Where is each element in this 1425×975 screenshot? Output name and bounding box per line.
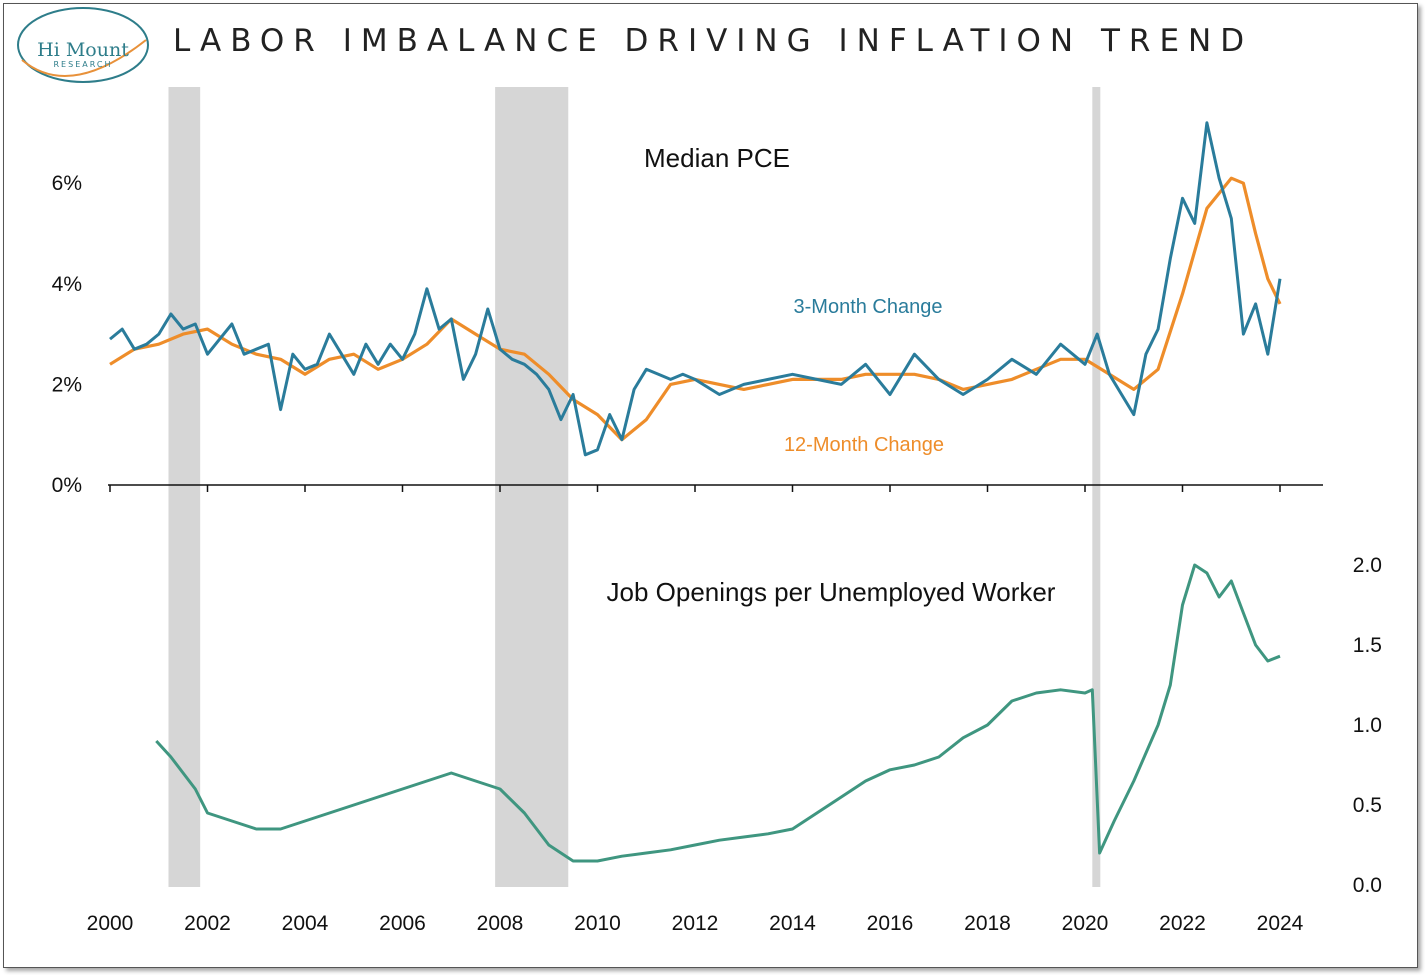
x-tick-label: 2006 bbox=[379, 912, 426, 935]
label-3-month-change: 3-Month Change bbox=[794, 296, 943, 318]
x-tick-label: 2000 bbox=[87, 912, 134, 935]
bottom-y-tick-label: 0.5 bbox=[1353, 794, 1382, 817]
x-tick-label: 2002 bbox=[184, 912, 231, 935]
recession-band-2 bbox=[1092, 87, 1101, 887]
job-openings-title: Job Openings per Unemployed Worker bbox=[607, 577, 1056, 607]
median-pce-panel: 0% 2% 4% 6% Median PCE 3-Month Change 12-Mo… bbox=[52, 121, 1323, 497]
recession-band-1 bbox=[495, 87, 569, 887]
median-pce-title: Median PCE bbox=[644, 143, 790, 173]
x-tick-label: 2010 bbox=[574, 912, 621, 935]
x-tick-label: 2024 bbox=[1257, 912, 1304, 935]
x-tick-label: 2012 bbox=[672, 912, 719, 935]
label-12-month-change: 12-Month Change bbox=[784, 434, 944, 456]
x-tick-label: 2020 bbox=[1062, 912, 1109, 935]
series-12-month-line bbox=[109, 176, 1282, 442]
top-x-ticks bbox=[109, 485, 1281, 492]
series-job-openings-line bbox=[155, 563, 1281, 863]
x-tick-label: 2018 bbox=[964, 912, 1011, 935]
logo-ring bbox=[17, 7, 149, 83]
x-tick-label: 2004 bbox=[282, 912, 329, 935]
top-y-tick-label: 4% bbox=[52, 273, 82, 296]
bottom-y-tick-label: 1.0 bbox=[1353, 714, 1382, 737]
logo-name: Hi Mount bbox=[37, 39, 129, 61]
bottom-y-tick-label: 0.0 bbox=[1353, 874, 1382, 897]
x-tick-label: 2008 bbox=[477, 912, 524, 935]
bottom-y-tick-label: 2.0 bbox=[1353, 554, 1382, 577]
top-y-tick-label: 0% bbox=[52, 474, 82, 497]
bottom-y-tick-label: 1.5 bbox=[1353, 634, 1382, 657]
logo-subtitle: RESEARCH bbox=[54, 60, 113, 69]
top-y-tick-label: 6% bbox=[52, 172, 82, 195]
x-tick-label: 2016 bbox=[867, 912, 914, 935]
top-y-tick-labels: 0% 2% 4% 6% bbox=[52, 172, 82, 497]
bottom-y-tick-labels: 0.0 0.5 1.0 1.5 2.0 bbox=[1353, 554, 1382, 897]
recession-band-0 bbox=[168, 87, 201, 887]
job-openings-panel: 0.0 0.5 1.0 1.5 2.0 Job Openings per Unemplo… bbox=[87, 554, 1382, 935]
top-y-tick-label: 2% bbox=[52, 373, 82, 396]
recession-bands bbox=[168, 87, 1101, 887]
x-tick-label: 2014 bbox=[769, 912, 816, 935]
chart-title: LABOR IMBALANCE DRIVING INFLATION TREND bbox=[173, 23, 1253, 59]
logo: Hi Mount RESEARCH bbox=[17, 7, 149, 83]
bottom-x-tick-labels: 2000 2002 2004 2006 2008 2010 2012 2014 2016 2018… bbox=[87, 912, 1304, 935]
logo-swoosh bbox=[21, 39, 147, 77]
series-3-month-line bbox=[109, 121, 1282, 457]
x-tick-label: 2022 bbox=[1159, 912, 1206, 935]
